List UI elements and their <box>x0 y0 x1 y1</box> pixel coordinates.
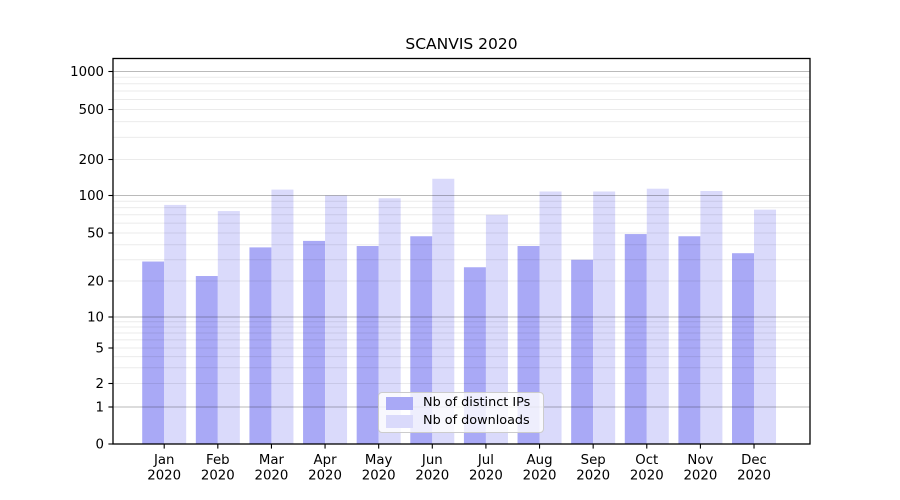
bar-distinct-ips-feb <box>195 276 218 444</box>
x-tick-label-year: 2020 <box>415 469 449 484</box>
legend-item-distinct-ips: Nb of distinct IPs <box>386 395 536 412</box>
legend-item-downloads: Nb of downloads <box>386 413 536 430</box>
y-tick-label: 100 <box>79 189 104 204</box>
y-tick-label: 500 <box>79 103 104 118</box>
bar-downloads-jun <box>432 178 455 444</box>
bar-downloads-dec <box>754 209 777 444</box>
x-tick-label-year: 2020 <box>255 469 289 484</box>
y-tick-label: 50 <box>87 227 104 242</box>
x-tick-label-month: Sep <box>581 453 606 468</box>
x-tick-label-month: Jan <box>153 453 175 468</box>
x-tick-label-month: May <box>365 453 393 468</box>
legend: Nb of distinct IPs Nb of downloads <box>378 392 544 433</box>
bar-downloads-aug <box>539 191 562 444</box>
bar-distinct-ips-oct <box>624 234 647 444</box>
y-tick-label: 1000 <box>70 65 104 80</box>
y-tick-label: 1 <box>96 401 104 416</box>
x-tick-label-month: Oct <box>635 453 658 468</box>
bar-distinct-ips-dec <box>732 253 755 444</box>
x-tick-label-month: Dec <box>741 453 767 468</box>
y-tick-label: 2 <box>96 377 104 392</box>
x-tick-label-year: 2020 <box>683 469 717 484</box>
bar-distinct-ips-sep <box>571 259 594 444</box>
bar-distinct-ips-apr <box>303 240 326 444</box>
bar-distinct-ips-jan <box>142 261 165 444</box>
y-tick-label: 20 <box>87 275 104 290</box>
y-tick-label: 200 <box>79 153 104 168</box>
plot-frame <box>112 57 811 445</box>
legend-swatch-distinct-ips-icon <box>386 397 413 410</box>
bar-downloads-jul <box>485 214 508 444</box>
bar-distinct-ips-may <box>356 246 379 444</box>
legend-label-distinct-ips: Nb of distinct IPs <box>423 395 531 411</box>
x-tick-label-month: Mar <box>259 453 285 468</box>
bar-distinct-ips-nov <box>678 236 701 444</box>
x-tick-label-year: 2020 <box>147 469 181 484</box>
legend-label-downloads: Nb of downloads <box>423 413 530 429</box>
x-tick-label-month: Nov <box>687 453 713 468</box>
x-tick-label-year: 2020 <box>308 469 342 484</box>
x-tick-label-year: 2020 <box>362 469 396 484</box>
x-tick-label-year: 2020 <box>201 469 235 484</box>
bar-downloads-sep <box>593 191 616 444</box>
x-tick-label-year: 2020 <box>630 469 664 484</box>
x-tick-label-month: Aug <box>527 453 553 468</box>
x-tick-label-year: 2020 <box>737 469 771 484</box>
x-tick-label-year: 2020 <box>469 469 503 484</box>
bar-distinct-ips-mar <box>249 247 272 444</box>
y-tick-label: 10 <box>87 311 104 326</box>
y-tick-label: 0 <box>96 438 104 453</box>
bar-downloads-apr <box>325 195 348 444</box>
legend-swatch-downloads-icon <box>386 415 413 428</box>
bar-downloads-mar <box>271 189 294 444</box>
bar-downloads-oct <box>646 188 669 444</box>
x-tick-label-year: 2020 <box>576 469 610 484</box>
x-tick-label-month: Apr <box>314 453 338 468</box>
bar-downloads-nov <box>700 191 723 444</box>
x-tick-label-month: Jun <box>421 453 443 468</box>
y-tick-label: 5 <box>96 342 104 357</box>
x-tick-label-month: Feb <box>206 453 230 468</box>
x-tick-label-year: 2020 <box>523 469 557 484</box>
x-tick-label-month: Jul <box>477 453 494 468</box>
bar-downloads-jan <box>164 204 187 444</box>
bar-downloads-feb <box>217 211 240 444</box>
chart-title: SCANVIS 2020 <box>405 35 518 53</box>
bar-downloads-may <box>378 198 401 444</box>
